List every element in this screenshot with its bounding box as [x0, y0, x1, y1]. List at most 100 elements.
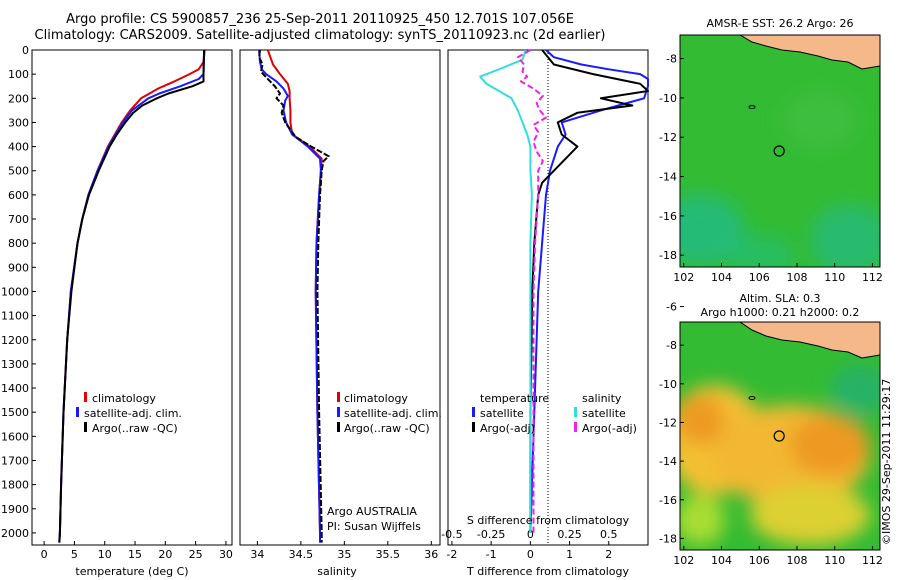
depth-tick-label: 300 [8, 116, 29, 129]
christmas-island [748, 105, 756, 109]
argo-position-marker [773, 430, 785, 442]
sst-map-lat-tick-label: -16 [659, 210, 677, 223]
legend-label-climatology: climatology [344, 392, 408, 405]
legend-swatch-T-satellite [472, 407, 475, 417]
salinity-x-axis: 34 34.5 35 35.5 36 [250, 541, 438, 561]
depth-axis: 0 100 200 300 400 500 600 700 800 900 1000 1100 1200… [1, 44, 36, 540]
temperature-x-tick-label: 10 [98, 548, 112, 561]
temperature-x-tick-label: 15 [128, 548, 142, 561]
temperature-line-2 [58, 49, 206, 543]
temperature-panel: 0100200300400500600700800900100011001200… [1, 44, 233, 578]
sla-map-lon-tick-label: 108 [786, 554, 807, 567]
figure-title-line2: Climatology: CARS2009. Satellite-adjuste… [34, 28, 606, 43]
legend-swatch-argo [337, 422, 340, 432]
s-diff-tick-label: 0.25 [557, 528, 582, 541]
christmas-island [748, 396, 756, 400]
sst-map-lon-tick-label: 112 [862, 271, 883, 284]
sla-mid-patch [680, 495, 725, 545]
sla-map-lat-tick-label: -8 [666, 339, 677, 352]
depth-tick-label: 1200 [1, 334, 29, 347]
sst-map-lat-tick-label: -12 [659, 131, 677, 144]
sst-map-title: AMSR-E SST: 26.2 Argo: 26 [706, 17, 853, 30]
difference-profile-lines [479, 49, 649, 533]
t-diff-tick-label: -2 [446, 548, 457, 561]
sla-map-lon-tick-label: 112 [862, 554, 883, 567]
sla-map-frame [679, 321, 881, 551]
depth-tick-label: 900 [8, 261, 29, 274]
sla-map-lat-tick-label: -16 [659, 494, 677, 507]
temperature-x-label: temperature (deg C) [75, 565, 188, 578]
legend-swatch-satellite [76, 407, 79, 417]
sla-map-lat-tick-label: -10 [659, 378, 677, 391]
temperature-x-axis: 0 5 10 15 20 25 30 [41, 541, 233, 561]
sla-map-lon-tick-label: 102 [673, 554, 694, 567]
difference-legend: temperature satellite Argo(-adj) salinit… [472, 392, 637, 435]
depth-tick-label: 2000 [1, 527, 29, 540]
float-country-annotation: Argo AUSTRALIA [327, 505, 417, 518]
difference-axes-frame [447, 49, 649, 546]
imos-timestamp: ©IMOS 29-Sep-2011 11:29:17 [880, 378, 893, 545]
sla-map-lat-tick-label: -18 [659, 532, 677, 545]
legend-label-climatology: climatology [92, 392, 156, 405]
sst-cool-patch [810, 205, 880, 267]
sst-map-lat-tick-label: -8 [666, 53, 677, 66]
sst-map-panel: AMSR-E SST: 26.2 Argo: 26 102 104 106 108 11… [659, 17, 883, 284]
sst-map-frame [679, 34, 881, 268]
temperature-x-tick-label: 20 [158, 548, 172, 561]
legend-swatch-S-satellite [574, 407, 577, 417]
sla-map-field [680, 322, 880, 550]
argo-position-marker [773, 145, 785, 157]
sla-map-lon-tick-label: 106 [749, 554, 770, 567]
depth-tick-label: 1700 [1, 454, 29, 467]
sst-cool-patch [725, 235, 795, 267]
sla-peak-patch [680, 395, 725, 445]
depth-tick-label: 1500 [1, 406, 29, 419]
s-diff-tick-label: -0.5 [441, 528, 462, 541]
sst-map-lon-tick-label: 110 [824, 271, 845, 284]
float-pi-annotation: PI: Susan Wijffels [327, 520, 421, 533]
legend-heading-salinity: salinity [582, 392, 622, 405]
difference-x-axis: -2 -1 0 1 2 -0.5 -0.25 0 0.25 0.5 [441, 528, 617, 561]
salinity-x-tick-label: 35.5 [376, 548, 401, 561]
temperature-x-tick-label: 5 [71, 548, 78, 561]
temperature-profile-lines [58, 49, 206, 543]
salinity-x-tick-label: 36 [424, 548, 438, 561]
salinity-panel: 34 34.5 35 35.5 36 climatology satellite-adj… [239, 49, 442, 578]
depth-tick-label: 1300 [1, 358, 29, 371]
t-diff-tick-label: 2 [605, 548, 612, 561]
legend-swatch-T-argo [472, 422, 475, 432]
sla-map-title-line2: Argo h1000: 0.21 h2000: 0.2 [701, 306, 860, 319]
temperature-legend: climatology satellite-adj. clim. Argo(..… [76, 392, 182, 435]
t-diff-tick-label: 0 [527, 548, 534, 561]
depth-tick-label: 1400 [1, 382, 29, 395]
salinity-x-tick-label: 35 [337, 548, 351, 561]
java-coastline-land [739, 35, 880, 70]
sla-map-lon-tick-label: 110 [824, 554, 845, 567]
salinity-x-tick-label: 34.5 [289, 548, 314, 561]
legend-label-argo: Argo(..raw -QC) [344, 422, 430, 435]
sla-map-panel: Altim. SLA: 0.3 Argo h1000: 0.21 h2000: … [659, 292, 883, 567]
depth-tick-label: 100 [8, 68, 29, 81]
temperature-x-tick-label: 25 [189, 548, 203, 561]
depth-tick-label: 500 [8, 165, 29, 178]
sla-peak-patch [790, 415, 870, 475]
sla-map-title-line1: Altim. SLA: 0.3 [739, 292, 820, 305]
t-diff-tick-label: 1 [566, 548, 573, 561]
figure-title-line1: Argo profile: CS 5900857_236 25-Sep-2011… [66, 12, 574, 27]
sla-map-lon-tick-label: 104 [711, 554, 732, 567]
java-coastline-land [739, 322, 880, 359]
depth-tick-label: 400 [8, 141, 29, 154]
legend-label-satellite: satellite-adj. clim. [344, 407, 442, 420]
salinity-x-tick-label: 34 [250, 548, 264, 561]
sst-map-lon-tick-label: 104 [711, 271, 732, 284]
legend-label-T-argo: Argo(-adj) [480, 422, 535, 435]
sst-map-axes: 102 104 106 108 110 112 -8 -10 -12 -14 -16 -18 [659, 53, 883, 284]
difference-panel: -2 -1 0 1 2 -0.5 -0.25 0 0.25 0.5 temperature sat… [441, 49, 649, 578]
s-difference-x-label: S difference from climatology [467, 514, 630, 527]
t-diff-tick-label: -1 [486, 548, 497, 561]
legend-label-satellite: satellite-adj. clim. [84, 407, 182, 420]
sla-map-lat-tick-label: -6 [666, 301, 677, 314]
s-diff-tick-label: -0.25 [477, 528, 505, 541]
sst-map-lon-tick-label: 102 [673, 271, 694, 284]
